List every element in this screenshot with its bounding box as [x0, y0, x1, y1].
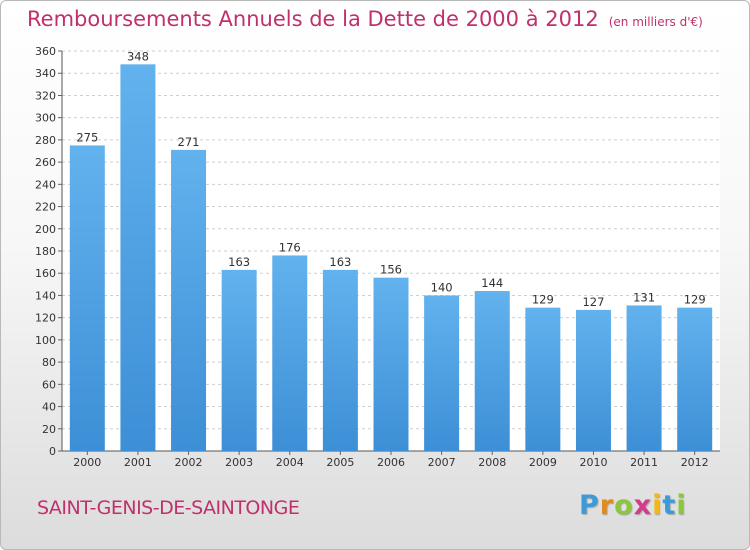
logo-letter: i [676, 490, 687, 521]
y-tick-label-20: 20 [42, 423, 56, 436]
x-tick-label-2011: 2011 [630, 456, 658, 469]
y-tick-label-60: 60 [42, 378, 56, 391]
y-tick-label-300: 300 [35, 112, 56, 125]
x-tick-label-2000: 2000 [73, 456, 101, 469]
bar-2005 [322, 269, 358, 451]
data-label-2005: 163 [329, 255, 351, 269]
logo-letter: x [633, 490, 653, 521]
logo-letter: P [579, 490, 600, 521]
y-tick-label-340: 340 [35, 67, 56, 80]
y-tick-label-100: 100 [35, 334, 56, 347]
x-tick-label-2006: 2006 [377, 456, 405, 469]
x-tick-label-2007: 2007 [428, 456, 456, 469]
x-tick-label-2003: 2003 [225, 456, 253, 469]
y-tick-label-200: 200 [35, 223, 56, 236]
bar-2003 [221, 269, 257, 451]
x-tick-label-2010: 2010 [579, 456, 607, 469]
bar-2001 [120, 64, 156, 452]
data-label-2011: 131 [633, 290, 655, 304]
data-label-2009: 129 [532, 293, 554, 307]
data-label-2000: 275 [76, 130, 98, 144]
x-tick-label-2004: 2004 [276, 456, 304, 469]
bar-2006 [373, 277, 409, 451]
logo-letter: o [614, 490, 634, 521]
data-label-2004: 176 [279, 240, 301, 254]
y-tick-label-80: 80 [42, 356, 56, 369]
y-tick-label-160: 160 [35, 267, 56, 280]
data-label-2012: 129 [684, 293, 706, 307]
x-tick-label-2001: 2001 [124, 456, 152, 469]
y-tick-label-260: 260 [35, 156, 56, 169]
y-tick-label-0: 0 [49, 445, 56, 458]
x-tick-label-2009: 2009 [529, 456, 557, 469]
y-tick-label-240: 240 [35, 178, 56, 191]
bar-2008 [474, 291, 510, 451]
y-tick-label-220: 220 [35, 201, 56, 214]
proxiti-logo[interactable]: Proxiti [579, 490, 687, 521]
y-tick-label-40: 40 [42, 401, 56, 414]
bar-2009 [525, 307, 561, 451]
data-label-2002: 271 [178, 135, 200, 149]
y-tick-label-320: 320 [35, 89, 56, 102]
bar-2012 [677, 307, 713, 451]
data-label-2001: 348 [127, 49, 149, 63]
data-label-2008: 144 [481, 276, 503, 290]
x-tick-label-2008: 2008 [478, 456, 506, 469]
data-label-2010: 127 [582, 295, 604, 309]
data-label-2007: 140 [431, 280, 453, 294]
commune-name: SAINT-GENIS-DE-SAINTONGE [37, 497, 300, 519]
bar-2002 [171, 149, 207, 451]
bar-2000 [69, 145, 105, 451]
logo-letter: t [662, 490, 677, 521]
bar-2007 [424, 295, 460, 451]
x-tick-label-2002: 2002 [175, 456, 203, 469]
data-label-2003: 163 [228, 255, 250, 269]
x-tick-label-2005: 2005 [326, 456, 354, 469]
y-tick-label-140: 140 [35, 289, 56, 302]
y-tick-label-280: 280 [35, 134, 56, 147]
chart-title: Remboursements Annuels de la Dette de 20… [27, 7, 703, 31]
logo-letter: i [652, 490, 663, 521]
chart-subtitle: (en milliers d'€) [608, 15, 703, 29]
y-tick-label-360: 360 [35, 45, 56, 58]
y-tick-label-120: 120 [35, 312, 56, 325]
bar-2004 [272, 255, 308, 451]
bar-2010 [575, 309, 611, 451]
logo-letter: r [599, 490, 615, 521]
data-label-2006: 156 [380, 263, 402, 277]
y-tick-label-180: 180 [35, 245, 56, 258]
bar-2011 [626, 305, 662, 451]
chart-title-text: Remboursements Annuels de la Dette de 20… [27, 7, 599, 31]
x-tick-label-2012: 2012 [681, 456, 709, 469]
